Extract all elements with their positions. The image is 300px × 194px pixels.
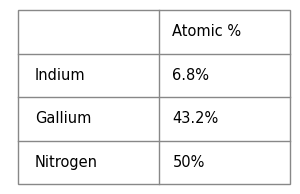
- Bar: [18, 10, 290, 184]
- Text: 50%: 50%: [172, 155, 205, 170]
- Text: 6.8%: 6.8%: [172, 68, 209, 83]
- Text: Gallium: Gallium: [35, 111, 91, 126]
- Text: Nitrogen: Nitrogen: [35, 155, 98, 170]
- Text: Atomic %: Atomic %: [172, 24, 242, 39]
- Text: 43.2%: 43.2%: [172, 111, 219, 126]
- Text: Indium: Indium: [35, 68, 86, 83]
